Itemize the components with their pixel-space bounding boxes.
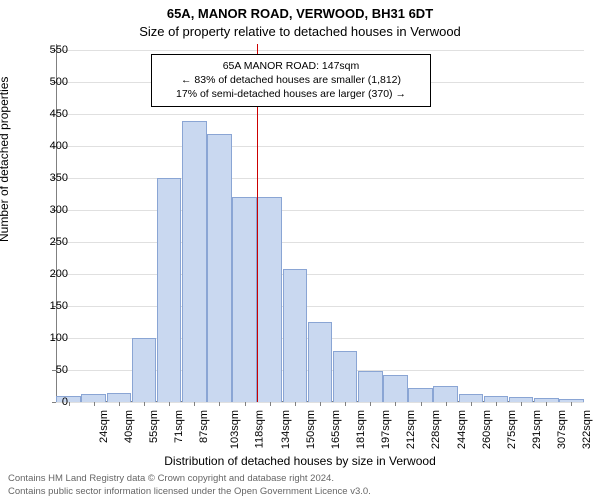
histogram-bar <box>157 178 182 402</box>
x-tick-mark <box>119 402 120 406</box>
x-tick-mark <box>144 402 145 406</box>
y-tick-label: 500 <box>32 76 68 88</box>
x-tick-label: 55sqm <box>148 410 160 443</box>
y-tick-label: 0 <box>32 396 68 408</box>
y-tick-label: 400 <box>32 140 68 152</box>
x-tick-label: 24sqm <box>98 410 110 443</box>
grid-line <box>56 210 584 211</box>
x-tick-mark <box>295 402 296 406</box>
grid-line <box>56 50 584 51</box>
x-tick-label: 244sqm <box>456 410 468 449</box>
y-tick-label: 250 <box>32 236 68 248</box>
y-tick-label: 150 <box>32 300 68 312</box>
x-tick-mark <box>194 402 195 406</box>
histogram-bar <box>257 197 282 402</box>
footer-line1: Contains HM Land Registry data © Crown c… <box>8 473 592 485</box>
histogram-bar <box>132 338 157 402</box>
plot-area: 65A MANOR ROAD: 147sqm ← 83% of detached… <box>56 44 584 402</box>
y-tick-label: 200 <box>32 268 68 280</box>
histogram-bar <box>408 388 433 402</box>
x-tick-mark <box>546 402 547 406</box>
histogram-bar <box>207 134 232 403</box>
footer-attribution: Contains HM Land Registry data © Crown c… <box>8 473 592 498</box>
x-axis-label: Distribution of detached houses by size … <box>0 454 600 468</box>
x-tick-label: 307sqm <box>556 410 568 449</box>
x-tick-mark <box>571 402 572 406</box>
x-tick-mark <box>169 402 170 406</box>
x-tick-mark <box>395 402 396 406</box>
histogram-bar <box>182 121 207 402</box>
x-tick-mark <box>370 402 371 406</box>
x-tick-label: 197sqm <box>380 410 392 449</box>
x-tick-label: 228sqm <box>431 410 443 449</box>
x-tick-label: 71sqm <box>173 410 185 443</box>
y-tick-label: 300 <box>32 204 68 216</box>
grid-line <box>56 274 584 275</box>
x-tick-label: 40sqm <box>123 410 135 443</box>
x-tick-mark <box>345 402 346 406</box>
x-tick-label: 134sqm <box>280 410 292 449</box>
chart-title-address: 65A, MANOR ROAD, VERWOOD, BH31 6DT <box>0 6 600 21</box>
histogram-bar <box>107 393 132 402</box>
histogram-bar <box>383 375 408 402</box>
chart-title-subtitle: Size of property relative to detached ho… <box>0 24 600 39</box>
histogram-bar <box>333 351 358 402</box>
x-tick-mark <box>521 402 522 406</box>
x-tick-mark <box>496 402 497 406</box>
histogram-bar <box>459 394 484 402</box>
x-tick-label: 118sqm <box>254 410 266 448</box>
y-tick-label: 550 <box>32 44 68 56</box>
x-tick-label: 260sqm <box>481 410 493 449</box>
x-tick-label: 212sqm <box>405 410 417 449</box>
x-tick-mark <box>421 402 422 406</box>
y-tick-label: 350 <box>32 172 68 184</box>
x-tick-mark <box>245 402 246 406</box>
x-tick-mark <box>446 402 447 406</box>
x-tick-mark <box>94 402 95 406</box>
x-tick-mark <box>320 402 321 406</box>
x-tick-mark <box>219 402 220 406</box>
histogram-bar <box>283 269 308 402</box>
x-tick-label: 275sqm <box>506 410 518 449</box>
histogram-bar <box>358 371 383 402</box>
y-tick-label: 450 <box>32 108 68 120</box>
y-axis-line <box>56 44 57 402</box>
property-size-chart: 65A, MANOR ROAD, VERWOOD, BH31 6DT Size … <box>0 0 600 500</box>
y-tick-label: 100 <box>32 332 68 344</box>
grid-line <box>56 242 584 243</box>
histogram-bar <box>81 394 106 402</box>
x-tick-label: 291sqm <box>531 410 543 449</box>
x-tick-mark <box>69 402 70 406</box>
x-tick-label: 322sqm <box>581 410 593 449</box>
x-tick-label: 181sqm <box>355 410 367 449</box>
annotation-line2: ← 83% of detached houses are smaller (1,… <box>160 73 422 87</box>
x-tick-label: 87sqm <box>198 410 210 443</box>
annotation-line1: 65A MANOR ROAD: 147sqm <box>160 59 422 73</box>
x-tick-mark <box>471 402 472 406</box>
histogram-bar <box>308 322 333 402</box>
footer-line2: Contains public sector information licen… <box>8 486 592 498</box>
x-tick-label: 150sqm <box>305 410 317 449</box>
x-tick-label: 165sqm <box>330 410 342 449</box>
grid-line <box>56 146 584 147</box>
y-axis-label: Number of detached properties <box>0 77 11 242</box>
grid-line <box>56 306 584 307</box>
y-tick-label: 50 <box>32 364 68 376</box>
x-tick-label: 103sqm <box>229 410 241 449</box>
annotation-line3: 17% of semi-detached houses are larger (… <box>160 87 422 101</box>
grid-line <box>56 114 584 115</box>
x-tick-mark <box>270 402 271 406</box>
annotation-box: 65A MANOR ROAD: 147sqm ← 83% of detached… <box>151 54 431 107</box>
histogram-bar <box>232 197 257 402</box>
histogram-bar <box>433 386 458 402</box>
grid-line <box>56 178 584 179</box>
